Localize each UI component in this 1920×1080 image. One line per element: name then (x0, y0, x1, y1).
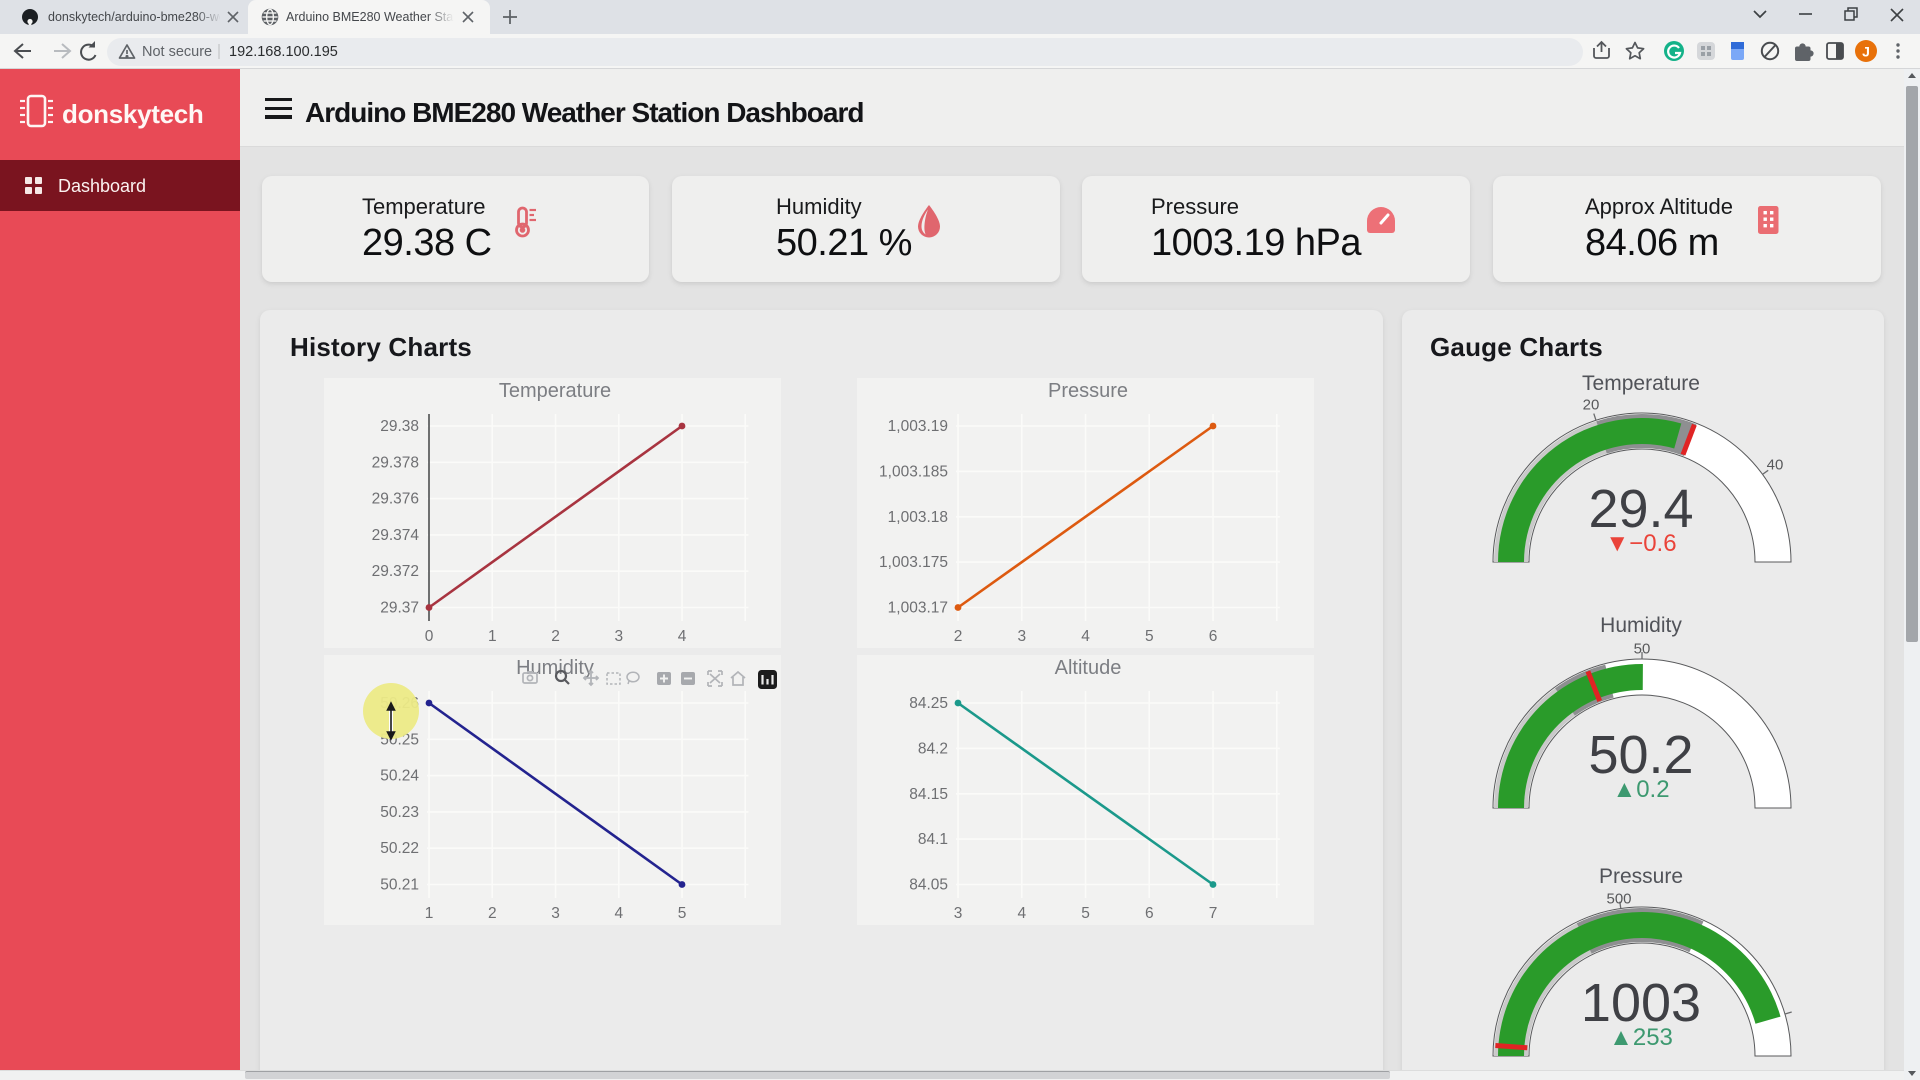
svg-text:Temperature: Temperature (499, 380, 611, 402)
svg-text:2: 2 (488, 905, 497, 922)
svg-text:4: 4 (1081, 628, 1090, 645)
svg-text:3: 3 (614, 628, 623, 645)
svg-text:5: 5 (1081, 905, 1090, 922)
svg-text:29.376: 29.376 (372, 491, 419, 508)
svg-text:Temperature: Temperature (1582, 372, 1700, 395)
svg-text:50.21: 50.21 (380, 877, 419, 894)
svg-text:84.05: 84.05 (909, 877, 948, 894)
svg-text:84.15: 84.15 (909, 786, 948, 803)
svg-text:29.378: 29.378 (372, 454, 419, 471)
svg-text:84.1: 84.1 (918, 831, 948, 848)
svg-text:84.25: 84.25 (909, 695, 948, 712)
svg-text:50: 50 (1634, 641, 1651, 658)
svg-text:50.2: 50.2 (1588, 725, 1693, 785)
svg-text:6: 6 (1145, 905, 1154, 922)
svg-text:▲253: ▲253 (1609, 1024, 1673, 1051)
svg-text:4: 4 (678, 628, 687, 645)
svg-text:4: 4 (1017, 905, 1026, 922)
svg-text:3: 3 (551, 905, 560, 922)
svg-text:J: J (1862, 44, 1870, 60)
svg-text:1003: 1003 (1581, 973, 1701, 1033)
svg-text:29.372: 29.372 (372, 563, 419, 580)
svg-text:▲0.2: ▲0.2 (1612, 776, 1669, 803)
svg-text:40: 40 (1767, 457, 1784, 474)
svg-text:20: 20 (1583, 397, 1600, 414)
svg-text:1,003.17: 1,003.17 (888, 600, 948, 617)
svg-text:1,003.175: 1,003.175 (879, 554, 948, 571)
svg-text:500: 500 (1606, 891, 1631, 908)
svg-text:Pressure: Pressure (1048, 380, 1128, 402)
svg-text:5: 5 (1145, 628, 1154, 645)
svg-text:2: 2 (954, 628, 963, 645)
svg-text:29.374: 29.374 (372, 527, 420, 544)
svg-text:29.4: 29.4 (1588, 479, 1693, 539)
svg-text:▼−0.6: ▼−0.6 (1605, 530, 1676, 557)
svg-text:3: 3 (1017, 628, 1026, 645)
svg-text:0: 0 (425, 628, 434, 645)
svg-text:84.2: 84.2 (918, 740, 948, 757)
svg-text:50.22: 50.22 (380, 840, 419, 857)
svg-text:29.37: 29.37 (380, 600, 419, 617)
svg-text:50.24: 50.24 (380, 768, 419, 785)
svg-text:1: 1 (425, 905, 434, 922)
svg-text:1: 1 (488, 628, 497, 645)
svg-text:6: 6 (1209, 628, 1218, 645)
svg-text:7: 7 (1209, 905, 1218, 922)
svg-text:1,003.19: 1,003.19 (888, 418, 948, 435)
svg-text:1,003.185: 1,003.185 (879, 463, 948, 480)
svg-text:Altitude: Altitude (1055, 657, 1122, 679)
svg-text:Pressure: Pressure (1599, 865, 1683, 888)
svg-text:2: 2 (551, 628, 560, 645)
svg-text:5: 5 (678, 905, 687, 922)
svg-text:Humidity: Humidity (1600, 614, 1682, 637)
svg-text:3: 3 (954, 905, 963, 922)
svg-text:29.38: 29.38 (380, 418, 419, 435)
svg-text:4: 4 (614, 905, 623, 922)
svg-text:50.23: 50.23 (380, 804, 419, 821)
svg-text:1,003.18: 1,003.18 (888, 509, 948, 526)
